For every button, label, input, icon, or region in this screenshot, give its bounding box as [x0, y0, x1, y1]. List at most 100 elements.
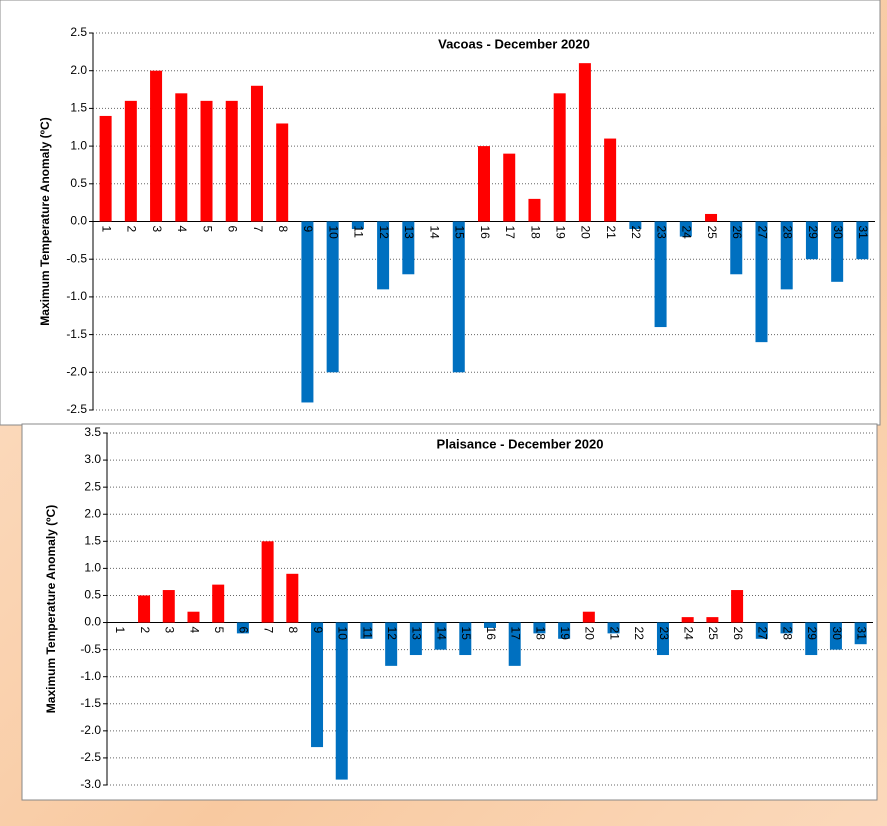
- bar: [212, 584, 225, 623]
- x-tick-label: 15: [453, 226, 467, 240]
- x-tick-label: 19: [558, 627, 572, 641]
- bar: [335, 622, 348, 780]
- bar: [654, 221, 667, 328]
- y-tick-label: 0.0: [70, 214, 87, 228]
- x-tick-label: 11: [360, 627, 374, 640]
- x-tick-label: 13: [402, 226, 416, 240]
- x-tick-label: 25: [706, 627, 720, 641]
- x-tick-label: 20: [579, 226, 593, 240]
- bar: [434, 622, 447, 650]
- bar: [301, 221, 314, 403]
- x-tick-label: 28: [780, 627, 794, 641]
- y-tick-label: -2.0: [66, 364, 87, 378]
- bar: [250, 85, 263, 222]
- bar: [805, 622, 818, 656]
- y-tick-label: -1.0: [80, 669, 101, 683]
- chart-frame: [0, 0, 881, 426]
- y-tick-label: 1.5: [70, 101, 87, 115]
- bar: [805, 221, 818, 260]
- bar: [138, 595, 151, 623]
- x-tick-label: 1: [113, 627, 127, 634]
- y-tick-label: 2.0: [84, 506, 101, 520]
- x-tick-label: 9: [301, 226, 315, 233]
- bar: [533, 622, 546, 634]
- bar: [409, 622, 422, 656]
- y-tick-label: -2.0: [80, 723, 101, 737]
- x-tick-label: 14: [427, 226, 441, 240]
- bar: [276, 123, 289, 222]
- x-tick-label: 26: [730, 226, 744, 240]
- y-tick-label: -1.5: [66, 327, 87, 341]
- bar: [679, 221, 692, 237]
- x-tick-label: 5: [212, 627, 226, 634]
- x-tick-label: 22: [629, 226, 643, 240]
- x-tick-label: 6: [226, 226, 240, 233]
- x-tick-label: 22: [632, 627, 646, 641]
- bar: [755, 221, 768, 343]
- x-tick-label: 4: [187, 627, 201, 634]
- bar: [656, 622, 669, 656]
- bar: [706, 617, 719, 623]
- y-tick-label: -2.5: [66, 402, 87, 416]
- y-tick-label: 2.5: [84, 479, 101, 493]
- bar: [730, 221, 743, 275]
- x-tick-label: 15: [459, 627, 473, 641]
- x-tick-label: 18: [533, 627, 547, 641]
- x-tick-label: 31: [856, 226, 870, 240]
- y-tick-label: 0.0: [84, 615, 101, 629]
- bar: [187, 611, 200, 623]
- y-axis-label: Maximum Temperature Anomaly (ºC): [38, 117, 52, 325]
- y-tick-label: -1.0: [66, 289, 87, 303]
- y-tick-label: 0.5: [70, 176, 87, 190]
- y-axis-label: Maximum Temperature Anomaly (ºC): [44, 505, 58, 713]
- x-tick-label: 26: [731, 627, 745, 641]
- chart-title: Vacoas - December 2020: [438, 36, 590, 51]
- bar: [261, 541, 274, 623]
- y-tick-label: 1.0: [70, 138, 87, 152]
- bar: [528, 198, 541, 222]
- x-tick-label: 17: [503, 226, 517, 240]
- bar: [402, 221, 415, 275]
- x-tick-label: 4: [175, 226, 189, 233]
- bar: [351, 221, 364, 230]
- x-tick-label: 11: [352, 226, 366, 239]
- y-tick-label: 1.0: [84, 561, 101, 575]
- bar: [607, 622, 620, 634]
- bar: [856, 221, 869, 260]
- y-tick-label: -0.5: [80, 642, 101, 656]
- x-tick-label: 16: [484, 627, 498, 641]
- x-tick-label: 24: [682, 627, 696, 641]
- bar: [831, 221, 844, 282]
- bar: [124, 100, 137, 222]
- bar: [829, 622, 842, 650]
- bar: [503, 153, 516, 222]
- bar: [484, 622, 496, 628]
- x-tick-label: 9: [311, 627, 325, 634]
- x-tick-label: 8: [276, 226, 290, 233]
- y-tick-label: 0.5: [84, 588, 101, 602]
- x-tick-label: 25: [705, 226, 719, 240]
- bar: [780, 622, 793, 634]
- y-tick-label: -2.5: [80, 750, 101, 764]
- x-tick-label: 10: [336, 627, 350, 641]
- x-tick-label: 23: [657, 627, 671, 641]
- bar: [236, 622, 249, 634]
- x-tick-label: 23: [654, 226, 668, 240]
- bar: [150, 70, 163, 222]
- x-tick-label: 14: [434, 627, 448, 641]
- bar: [553, 93, 566, 222]
- y-tick-label: -1.5: [80, 696, 101, 710]
- x-tick-label: 10: [326, 226, 340, 240]
- x-tick-label: 21: [607, 627, 621, 641]
- x-tick-label: 29: [805, 627, 819, 641]
- bar: [705, 213, 718, 222]
- bar: [478, 146, 490, 222]
- bar: [286, 573, 299, 623]
- y-tick-label: -0.5: [66, 251, 87, 265]
- bar: [755, 622, 768, 639]
- x-tick-label: 2: [138, 627, 152, 634]
- x-tick-label: 7: [261, 627, 275, 634]
- x-tick-label: 13: [410, 627, 424, 641]
- x-tick-label: 27: [755, 226, 769, 240]
